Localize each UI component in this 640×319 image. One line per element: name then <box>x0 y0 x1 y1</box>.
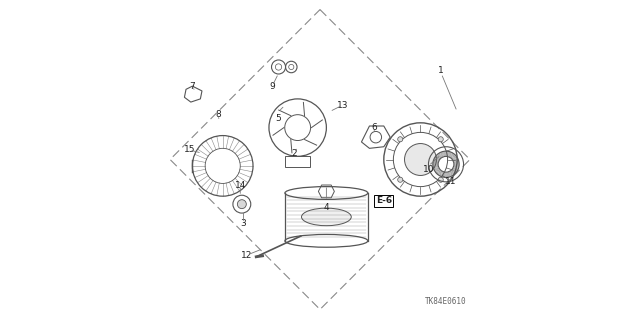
Text: 2: 2 <box>292 149 298 158</box>
Circle shape <box>438 177 444 182</box>
Circle shape <box>397 177 403 182</box>
Circle shape <box>237 200 246 209</box>
Text: 10: 10 <box>422 165 434 174</box>
Text: 4: 4 <box>324 203 329 212</box>
Text: E-6: E-6 <box>376 197 392 205</box>
Text: 8: 8 <box>215 110 221 119</box>
Text: 11: 11 <box>445 177 456 186</box>
Text: 5: 5 <box>276 114 282 122</box>
Ellipse shape <box>301 208 351 226</box>
Circle shape <box>438 137 444 142</box>
Text: 7: 7 <box>189 82 195 91</box>
Text: 9: 9 <box>269 82 275 91</box>
Circle shape <box>397 137 403 142</box>
Text: 3: 3 <box>241 219 246 228</box>
Text: 13: 13 <box>337 101 348 110</box>
Circle shape <box>404 144 436 175</box>
Text: 6: 6 <box>371 123 377 132</box>
Text: 1: 1 <box>438 66 444 75</box>
Text: TK84E0610: TK84E0610 <box>425 297 467 306</box>
Text: 12: 12 <box>241 251 252 260</box>
Text: 14: 14 <box>235 181 246 189</box>
Text: 15: 15 <box>184 145 195 154</box>
